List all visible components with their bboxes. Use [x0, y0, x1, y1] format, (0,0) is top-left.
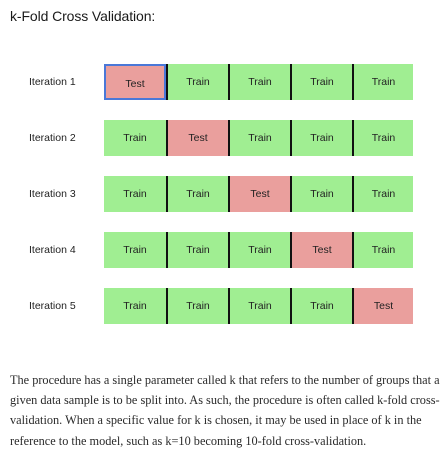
test-fold: Test — [166, 120, 228, 156]
train-fold: Train — [352, 64, 413, 100]
train-fold: Train — [352, 232, 413, 268]
iteration-row: Iteration 4 Train Train Train Test Train — [0, 232, 447, 268]
train-fold: Train — [352, 176, 413, 212]
train-fold: Train — [290, 64, 352, 100]
iteration-label: Iteration 5 — [29, 300, 76, 312]
test-fold: Test — [352, 288, 413, 324]
iteration-row: Iteration 1 Test Train Train Train Train — [0, 64, 447, 100]
test-fold: Test — [290, 232, 352, 268]
fold-strip: Train Train Train Train Test — [104, 288, 413, 324]
iteration-row: Iteration 5 Train Train Train Train Test — [0, 288, 447, 324]
kfold-diagram: Iteration 1 Test Train Train Train Train Itera… — [0, 40, 447, 350]
train-fold: Train — [228, 232, 290, 268]
fold-strip: Train Test Train Train Train — [104, 120, 413, 156]
description-paragraph: The procedure has a single parameter cal… — [10, 373, 440, 448]
iteration-row: Iteration 2 Train Test Train Train Train — [0, 120, 447, 156]
fold-strip: Train Train Test Train Train — [104, 176, 413, 212]
train-fold: Train — [166, 232, 228, 268]
test-fold: Test — [104, 64, 166, 100]
train-fold: Train — [166, 288, 228, 324]
train-fold: Train — [290, 176, 352, 212]
train-fold: Train — [290, 288, 352, 324]
train-fold: Train — [228, 64, 290, 100]
train-fold: Train — [104, 120, 166, 156]
train-fold: Train — [166, 176, 228, 212]
train-fold: Train — [352, 120, 413, 156]
fold-strip: Test Train Train Train Train — [104, 64, 413, 100]
iteration-row: Iteration 3 Train Train Test Train Train — [0, 176, 447, 212]
train-fold: Train — [104, 176, 166, 212]
train-fold: Train — [228, 288, 290, 324]
page-title: k-Fold Cross Validation: — [10, 8, 156, 24]
iteration-label: Iteration 4 — [29, 244, 76, 256]
iteration-label: Iteration 2 — [29, 132, 76, 144]
train-fold: Train — [104, 232, 166, 268]
train-fold: Train — [228, 120, 290, 156]
train-fold: Train — [290, 120, 352, 156]
fold-strip: Train Train Train Test Train — [104, 232, 413, 268]
iteration-label: Iteration 3 — [29, 188, 76, 200]
train-fold: Train — [166, 64, 228, 100]
iteration-label: Iteration 1 — [29, 76, 76, 88]
train-fold: Train — [104, 288, 166, 324]
test-fold: Test — [228, 176, 290, 212]
